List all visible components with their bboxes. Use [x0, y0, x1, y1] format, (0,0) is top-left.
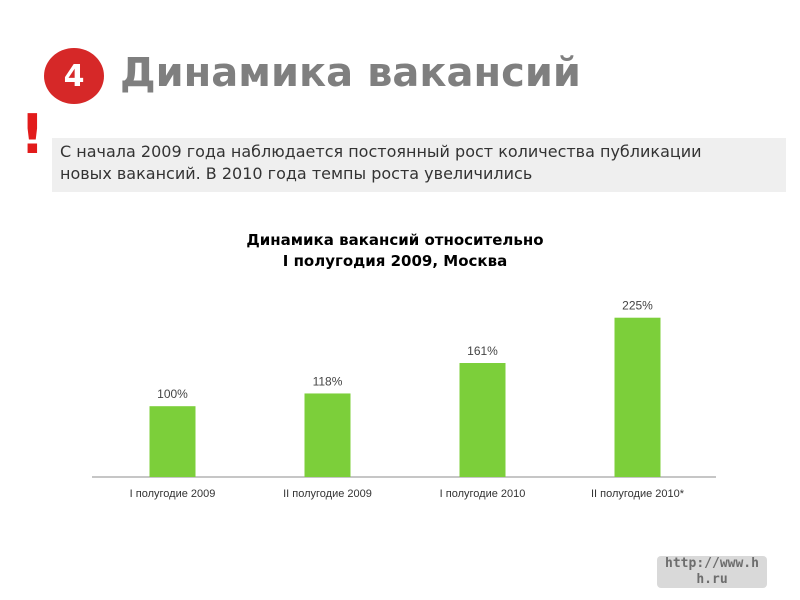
bar-4: [614, 317, 661, 477]
note-line-2: новых вакансий. В 2010 года темпы роста …: [60, 164, 533, 183]
category-label-3: I полугодие 2010: [440, 488, 526, 500]
bar-1: [149, 406, 196, 477]
chart-title-line-2: I полугодия 2009, Москва: [283, 252, 507, 270]
section-number-badge: 4: [44, 48, 104, 104]
source-link-line-2: h.ru: [696, 572, 728, 587]
highlight-note: С начала 2009 года наблюдается постоянны…: [52, 138, 786, 192]
source-link-line-1: http://www.h: [665, 556, 759, 571]
bar-value-label-3: 161%: [467, 344, 498, 358]
bar-value-label-4: 225%: [622, 299, 653, 313]
source-link[interactable]: http://www.h h.ru: [657, 556, 767, 588]
exclamation-icon: !: [20, 103, 45, 166]
category-label-4: II полугодие 2010*: [591, 488, 685, 500]
section-number: 4: [63, 58, 85, 94]
bar-value-label-1: 100%: [157, 387, 188, 401]
bar-3: [459, 363, 506, 477]
page-title: Динамика вакансий: [120, 50, 581, 96]
category-label-1: I полугодие 2009: [130, 488, 216, 500]
category-label-2: II полугодие 2009: [283, 488, 372, 500]
bar-2: [304, 393, 351, 477]
note-line-1: С начала 2009 года наблюдается постоянны…: [60, 142, 702, 161]
bar-value-label-2: 118%: [313, 374, 343, 388]
chart-title-line-1: Динамика вакансий относительно: [246, 231, 543, 249]
